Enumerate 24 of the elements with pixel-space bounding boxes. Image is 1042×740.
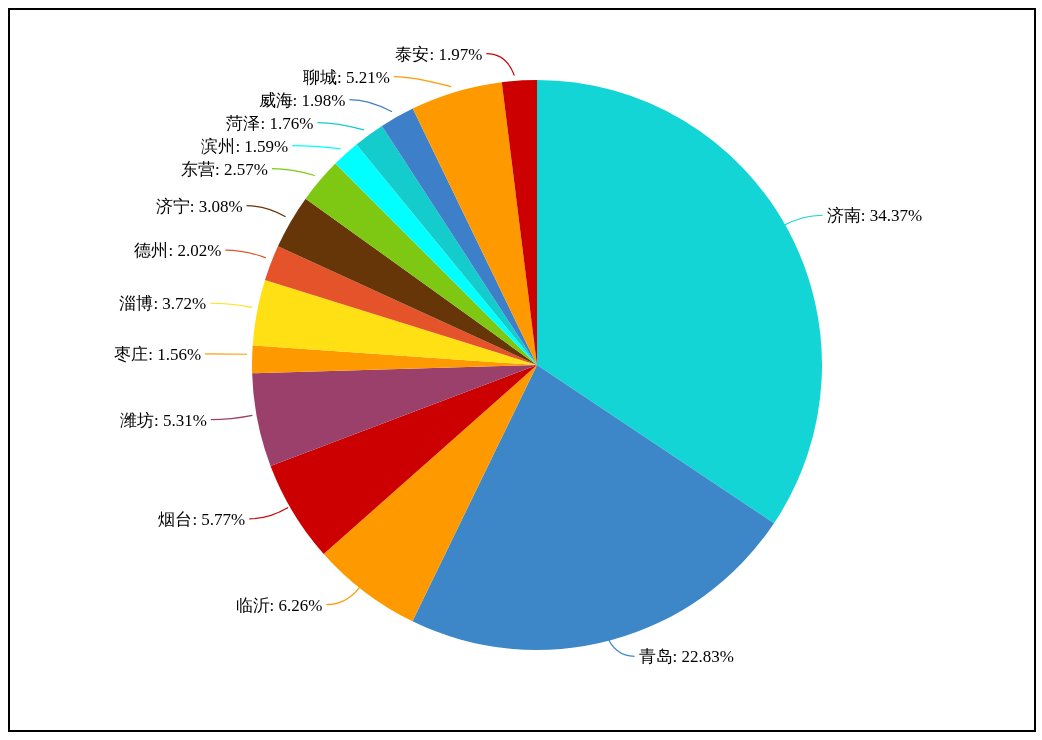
slice-label: 威海: 1.98%: [258, 90, 346, 110]
pie-slice: [252, 365, 537, 467]
slice-label: 菏泽: 1.76%: [226, 113, 314, 133]
slice-label: 泰安: 1.97%: [395, 44, 483, 64]
slice-label: 烟台: 5.77%: [158, 509, 246, 529]
slice-label: 枣庄: 1.56%: [114, 344, 202, 364]
slice-label: 青岛: 22.83%: [638, 647, 734, 667]
slice-label: 德州: 2.02%: [134, 241, 222, 261]
pie-slice: [381, 108, 537, 365]
pie-slice: [252, 280, 537, 365]
slice-label: 济宁: 3.08%: [155, 196, 243, 216]
slice-label: 滨州: 1.59%: [201, 136, 289, 156]
pie-slice: [537, 80, 822, 524]
pie-slice: [335, 144, 537, 365]
slice-label: 聊城: 5.21%: [303, 67, 390, 87]
slice-label: 淄博: 3.72%: [119, 294, 207, 314]
slice-label: 济南: 34.37%: [826, 206, 923, 226]
pie-slice: [277, 198, 537, 365]
pie-slice: [270, 365, 537, 555]
slice-label: 临沂: 6.26%: [235, 595, 323, 615]
pie-slice: [264, 246, 537, 365]
slice-label: 东营: 2.57%: [181, 159, 268, 179]
slice-label: 潍坊: 5.31%: [119, 410, 207, 430]
pie-slice: [356, 125, 537, 365]
